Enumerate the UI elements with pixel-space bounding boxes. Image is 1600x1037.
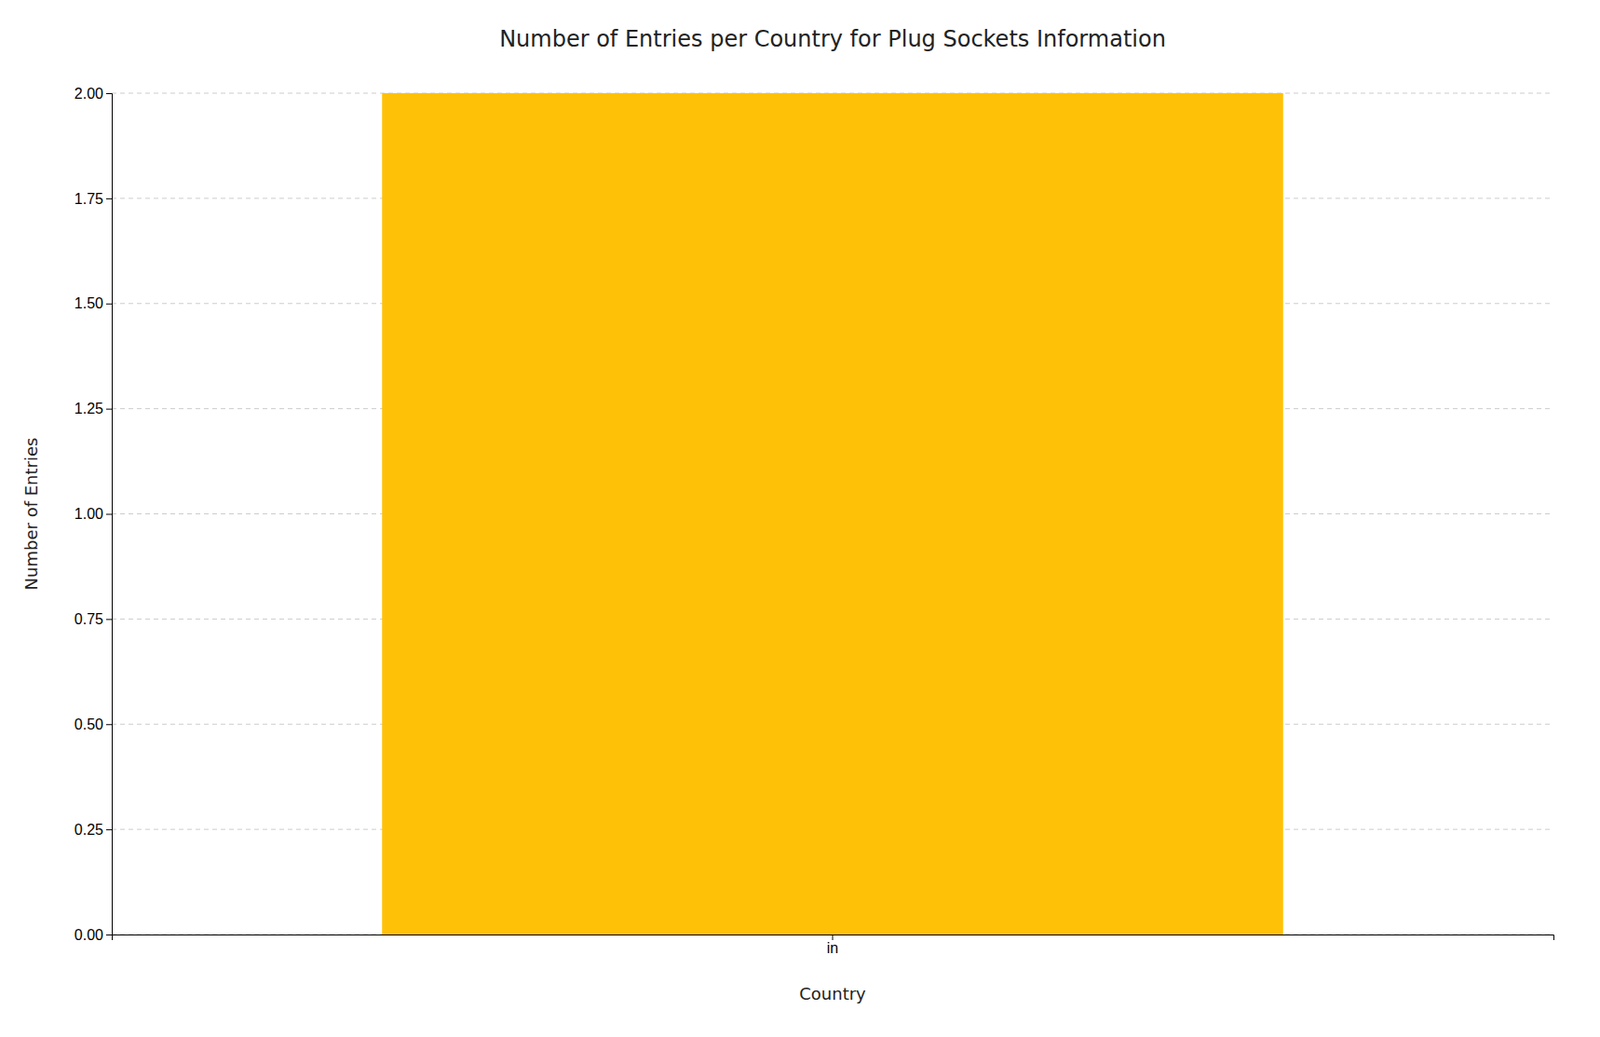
tick-label: 0.75 xyxy=(74,610,104,627)
tick-mark xyxy=(106,618,112,620)
y-tick: 0.00 xyxy=(74,926,112,943)
tick-label: 0.25 xyxy=(74,821,104,838)
x-axis: in xyxy=(112,934,1555,956)
title: Number of Entries per Country for Plug S… xyxy=(499,26,1167,53)
plot-area: in 0.00 0.25 0.50 0.75 1.00 1.25 1.50 1.75 2.00 xyxy=(74,85,1555,957)
tick-label: 1.25 xyxy=(74,400,104,417)
tick-label: 1.75 xyxy=(74,189,104,206)
tick-mark xyxy=(106,93,112,95)
tick-mark xyxy=(106,828,112,830)
tick-label: 0.00 xyxy=(74,926,104,943)
y-axis: 0.00 0.25 0.50 0.75 1.00 1.25 1.50 1.75 2.00 xyxy=(74,85,113,943)
tick-mark xyxy=(106,514,112,516)
tick-mark xyxy=(106,303,112,305)
tick-mark xyxy=(106,408,112,410)
tick-label: 1.50 xyxy=(74,295,104,312)
chart: in 0.00 0.25 0.50 0.75 1.00 1.25 1.50 1.75 2.00 Nu… xyxy=(0,0,1600,1037)
tick-label: 0.50 xyxy=(74,716,104,733)
bar xyxy=(381,93,1284,935)
tick-label: in xyxy=(827,939,839,956)
y-tick: 1.50 xyxy=(74,295,112,312)
tick-label: 2.00 xyxy=(74,85,104,102)
tick-mark xyxy=(106,723,112,725)
tick-mark xyxy=(832,934,834,940)
y-tick: 1.00 xyxy=(74,505,112,522)
x-tick: in xyxy=(827,934,839,956)
y-tick: 0.75 xyxy=(74,610,112,627)
grid xyxy=(111,93,1554,935)
bars xyxy=(381,93,1284,935)
y-tick: 1.25 xyxy=(74,400,112,417)
y-tick: 0.50 xyxy=(74,716,112,733)
axis-line xyxy=(112,935,1555,941)
tick-mark xyxy=(106,198,112,200)
y-tick: 2.00 xyxy=(74,85,112,102)
y-tick: 0.25 xyxy=(74,821,112,838)
y-tick: 1.75 xyxy=(74,189,112,206)
x-axis-title: Country xyxy=(799,983,867,1004)
y-axis-title: Number of Entries xyxy=(21,437,41,591)
tick-label: 1.00 xyxy=(74,505,104,522)
axis-line xyxy=(106,94,113,936)
tick-mark xyxy=(106,934,112,936)
